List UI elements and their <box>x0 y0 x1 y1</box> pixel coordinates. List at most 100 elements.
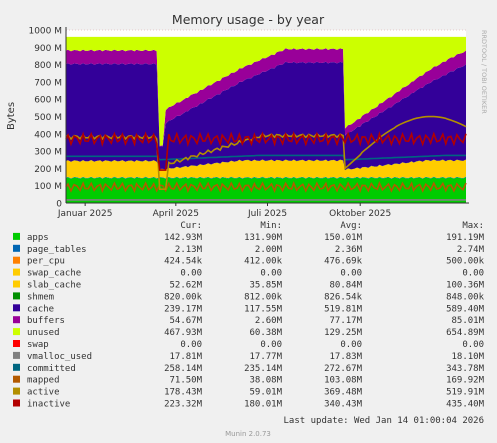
legend-value: 2.36M <box>335 245 363 255</box>
legend-name: buffers <box>27 316 65 326</box>
legend-name: shmem <box>27 292 54 302</box>
legend-value: 178.43M <box>164 388 203 398</box>
legend-name: unused <box>27 328 60 338</box>
legend-name: per_cpu <box>27 257 65 267</box>
munin-version: Munin 2.0.73 <box>225 430 271 438</box>
area-buffers <box>66 48 466 147</box>
legend-swatch <box>13 304 20 312</box>
legend-value: 35.85M <box>249 281 282 291</box>
legend-value: 369.48M <box>324 388 363 398</box>
y-tick-label: 0 <box>56 200 62 210</box>
legend-name: active <box>27 388 60 398</box>
legend-value: 54.67M <box>169 316 202 326</box>
legend-value: 129.25M <box>324 328 363 338</box>
legend-name: cache <box>27 304 54 314</box>
line-committed <box>66 154 466 161</box>
y-tick-label: 600 M <box>34 96 62 106</box>
legend-value: 0.00 <box>340 269 362 279</box>
legend-value: 18.10M <box>451 352 484 362</box>
legend-swatch <box>13 316 20 324</box>
legend-value: 17.77M <box>249 352 282 362</box>
legend-value: 85.01M <box>451 316 484 326</box>
area-cache <box>66 61 466 171</box>
chart-title: Memory usage - by year <box>172 12 325 27</box>
area-shmem <box>66 159 466 171</box>
x-tick-label: Oktober 2025 <box>329 209 391 219</box>
legend-swatch <box>13 351 20 359</box>
legend-value: 2.13M <box>175 245 203 255</box>
legend-value: 0.00 <box>462 340 484 350</box>
y-axis-label: Bytes <box>6 102 17 130</box>
y-tick-label: 400 M <box>34 130 62 140</box>
legend-value: 826.54k <box>324 292 363 302</box>
legend-header: Avg: <box>340 221 362 231</box>
legend-swatch <box>13 328 20 336</box>
legend-value: 2.00M <box>255 245 283 255</box>
x-tick-label: April 2025 <box>153 209 199 219</box>
legend-value: 340.43M <box>324 400 363 410</box>
legend-name: swap <box>27 340 49 350</box>
line-active <box>65 115 467 190</box>
legend-value: 52.62M <box>169 281 202 291</box>
legend-swatch <box>13 280 20 288</box>
legend-value: 180.01M <box>244 400 283 410</box>
line-inactive <box>65 130 467 171</box>
x-tick-label: Januar 2025 <box>57 209 113 219</box>
legend-value: 424.54k <box>164 257 203 267</box>
legend-value: 258.14M <box>164 364 203 374</box>
legend-value: 519.81M <box>324 304 363 314</box>
legend: Cur: Min: Avg: Max: apps 142.93M 131.90M 150.01… <box>13 221 485 410</box>
y-tick-label: 900 M <box>34 44 62 54</box>
legend-value: 17.81M <box>169 352 202 362</box>
legend-value: 0.00 <box>462 269 484 279</box>
legend-name: vmalloc_used <box>27 352 92 362</box>
legend-name: slab_cache <box>27 281 81 291</box>
legend-value: 60.38M <box>249 328 282 338</box>
legend-value: 59.01M <box>249 388 282 398</box>
y-tick-label: 100 M <box>34 182 62 192</box>
legend-value: 239.17M <box>164 304 203 314</box>
y-tick-label: 300 M <box>34 148 62 158</box>
legend-value: 71.50M <box>169 376 202 386</box>
legend-value: 519.91M <box>446 388 485 398</box>
area-unused <box>66 36 466 146</box>
legend-header: Min: <box>260 221 282 231</box>
legend-value: 17.83M <box>329 352 362 362</box>
y-tick-label: 700 M <box>34 78 62 88</box>
legend-value: 2.60M <box>255 316 283 326</box>
rrdtool-watermark: RRDTOOL / TOBI OETIKER <box>480 30 488 114</box>
legend-value: 142.93M <box>164 233 203 243</box>
legend-name: mapped <box>27 376 60 386</box>
legend-value: 0.00 <box>180 340 202 350</box>
legend-value: 820.00k <box>164 292 203 302</box>
legend-swatch <box>13 363 20 371</box>
legend-value: 343.78M <box>446 364 485 374</box>
legend-value: 500.00k <box>446 257 485 267</box>
legend-name: inactive <box>27 400 70 410</box>
legend-value: 117.55M <box>244 304 283 314</box>
legend-value: 100.36M <box>446 281 485 291</box>
axes: 0 100 M 200 M 300 M 400 M 500 M 600 M 700 M 800 … <box>28 27 469 219</box>
legend-swatch <box>13 268 20 276</box>
legend-value: 0.00 <box>180 269 202 279</box>
legend-value: 38.08M <box>249 376 282 386</box>
legend-value: 191.19M <box>446 233 485 243</box>
legend-header: Cur: <box>180 221 202 231</box>
legend-value: 812.00k <box>244 292 283 302</box>
y-tick-label: 200 M <box>34 165 62 175</box>
legend-value: 654.89M <box>446 328 485 338</box>
legend-name: apps <box>27 233 49 243</box>
legend-name: swap_cache <box>27 269 81 279</box>
legend-value: 103.08M <box>324 376 363 386</box>
area-page-tables <box>66 176 466 179</box>
legend-swatch <box>13 292 20 300</box>
stacked-areas <box>66 36 466 203</box>
legend-value: 412.00k <box>244 257 283 267</box>
legend-value: 131.90M <box>244 233 283 243</box>
area-slab-cache <box>66 159 466 179</box>
x-tick-label: Juli 2025 <box>247 209 287 219</box>
legend-value: 848.00k <box>446 292 485 302</box>
legend-swatch <box>13 232 20 240</box>
line-mapped <box>65 180 467 194</box>
